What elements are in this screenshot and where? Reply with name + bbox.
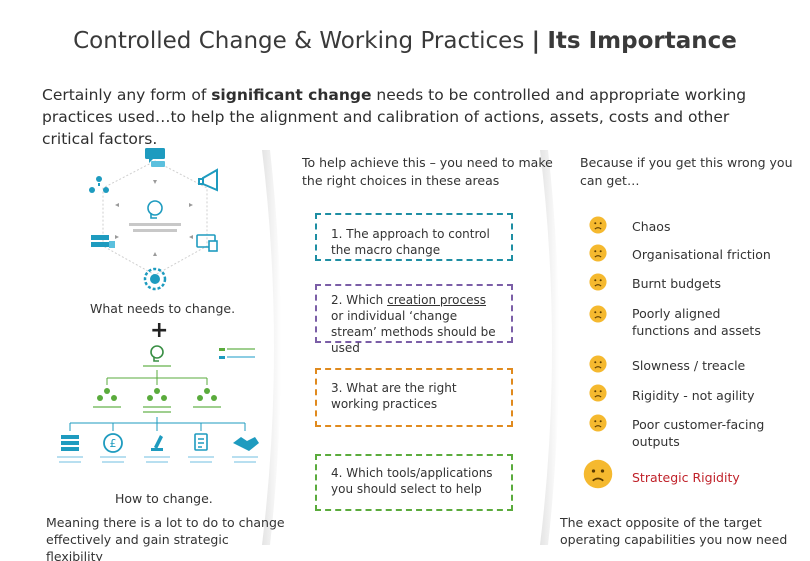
choice-box-creation-process: 2. Which creation process or individual … bbox=[315, 284, 513, 355]
sad-face-icon bbox=[589, 244, 607, 262]
result-item: Slowness / treacle bbox=[632, 358, 746, 373]
pound-icon: £ bbox=[103, 433, 123, 453]
result-item: Poorly aligned functions and assets bbox=[632, 306, 761, 338]
choice-text-post: or individual ‘change stream’ methods sh… bbox=[331, 309, 496, 355]
result-item: Chaos bbox=[632, 219, 671, 234]
page-title: Controlled Change & Working Practices | … bbox=[0, 28, 810, 54]
clipboard-icon bbox=[194, 433, 208, 451]
intro-paragraph: Certainly any form of significant change… bbox=[42, 84, 782, 150]
head-icon bbox=[150, 345, 164, 362]
people-group-icon bbox=[197, 388, 217, 401]
sad-face-icon bbox=[589, 355, 607, 373]
org-chart-icon bbox=[89, 176, 109, 193]
server-icon bbox=[91, 235, 115, 248]
gavel-icon bbox=[151, 435, 163, 451]
middle-heading: To help achieve this – you need to make … bbox=[302, 155, 553, 188]
how-to-change-tree: £ bbox=[57, 345, 259, 463]
what-needs-to-change-cycle bbox=[89, 148, 218, 291]
server-icon bbox=[61, 435, 79, 451]
result-item: Burnt budgets bbox=[632, 276, 722, 291]
devices-icon bbox=[196, 234, 218, 252]
people-group-icon bbox=[147, 388, 167, 401]
creation-process-link[interactable]: creation process bbox=[387, 293, 487, 307]
result-item: Rigidity - not agility bbox=[632, 388, 755, 403]
megaphone-icon bbox=[198, 168, 218, 192]
handshake-icon bbox=[233, 437, 259, 451]
meaning-text: Meaning there is a lot to do to change e… bbox=[46, 515, 285, 561]
choice-text: 1. The approach to control the macro cha… bbox=[331, 227, 490, 257]
choice-text-pre: 2. Which bbox=[331, 293, 388, 307]
how-to-change-caption: How to change. bbox=[115, 491, 213, 506]
sad-face-icon bbox=[589, 273, 607, 291]
plus-sign: + bbox=[150, 318, 169, 343]
intro-bold: significant change bbox=[211, 86, 372, 104]
result-item: Organisational friction bbox=[632, 247, 771, 262]
title-main: Controlled Change & Working Practices bbox=[73, 28, 525, 54]
what-needs-to-change-caption: What needs to change. bbox=[90, 301, 236, 316]
head-icon bbox=[147, 200, 163, 219]
choice-text: 4. Which tools/applications you should s… bbox=[331, 466, 493, 496]
sad-face-icon bbox=[589, 305, 607, 323]
svg-text:£: £ bbox=[110, 437, 117, 450]
sad-face-icon bbox=[589, 414, 607, 432]
choice-box-approach: 1. The approach to control the macro cha… bbox=[315, 213, 513, 261]
right-footer: The exact opposite of the target operati… bbox=[560, 515, 788, 547]
people-group-icon bbox=[97, 388, 117, 401]
result-item-highlight: Strategic Rigidity bbox=[632, 470, 740, 485]
column-divider-right bbox=[540, 150, 559, 545]
result-item: Poor customer-facing outputs bbox=[632, 417, 765, 449]
choice-box-working-practices: 3. What are the right working practices bbox=[315, 368, 513, 427]
title-separator: | bbox=[531, 28, 541, 54]
right-heading: Because if you get this wrong you can ge… bbox=[580, 155, 793, 188]
sad-face-icon bbox=[589, 216, 607, 234]
choice-box-tools: 4. Which tools/applications you should s… bbox=[315, 454, 513, 511]
title-emphasis: Its Importance bbox=[547, 28, 737, 54]
choice-text: 3. What are the right working practices bbox=[331, 381, 457, 411]
intro-after: needs to be controlled and appropriate w… bbox=[42, 86, 747, 148]
chat-icon bbox=[145, 148, 165, 167]
sad-face-icon bbox=[583, 459, 613, 489]
sad-face-icon bbox=[589, 384, 607, 402]
gear-icon bbox=[143, 267, 167, 291]
column-divider-left bbox=[262, 150, 281, 545]
intro-before: Certainly any form of bbox=[42, 86, 212, 104]
